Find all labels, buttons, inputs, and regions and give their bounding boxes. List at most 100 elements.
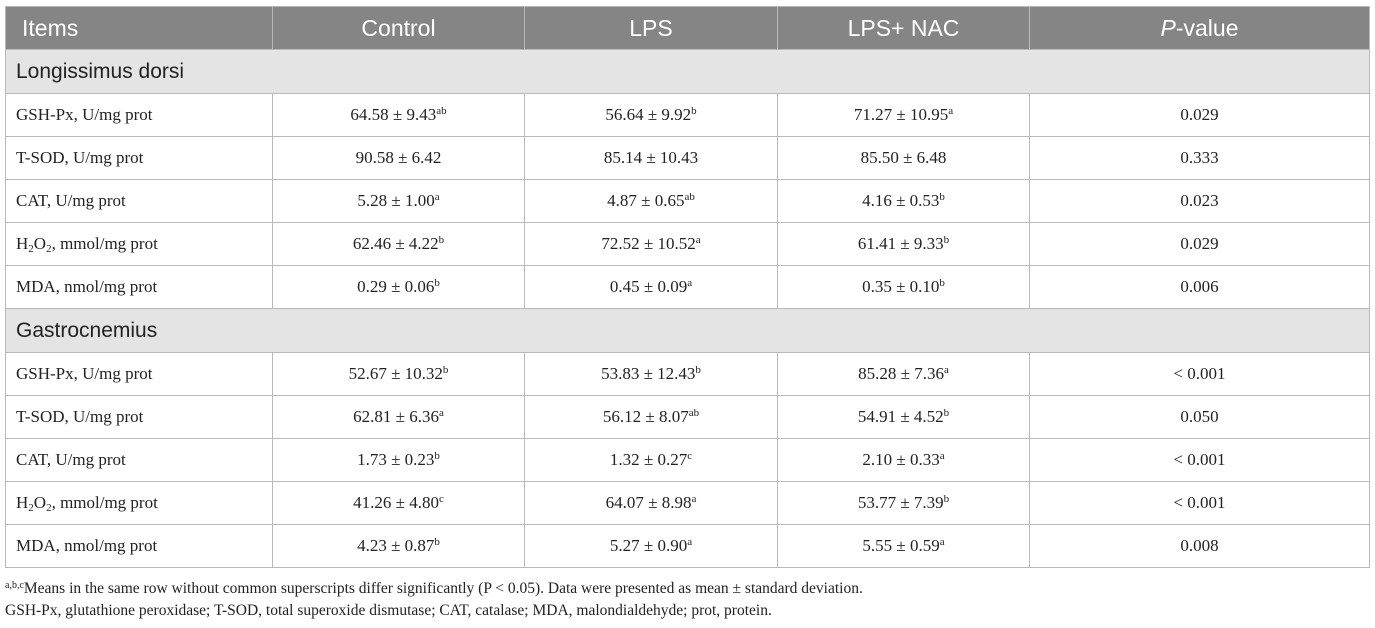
significance-superscript: a bbox=[939, 450, 945, 462]
header-lps: LPS bbox=[524, 6, 778, 50]
item-cell: CAT, U/mg prot bbox=[5, 179, 273, 223]
lps-nac-value-cell: 85.28 ± 7.36a bbox=[777, 352, 1030, 396]
significance-superscript: a bbox=[687, 277, 693, 289]
item-cell: H2O2, mmol/mg prot bbox=[5, 222, 273, 266]
lps-value-cell: 1.32 ± 0.27c bbox=[524, 438, 778, 482]
item-subscript: 2 bbox=[46, 502, 52, 514]
table-row: CAT, U/mg prot 5.28 ± 1.00a 4.87 ± 0.65ab 4… bbox=[5, 179, 1370, 223]
significance-superscript: ab bbox=[684, 191, 695, 203]
lps-value-cell: 85.14 ± 10.43 bbox=[524, 136, 778, 180]
control-value-cell: 64.58 ± 9.43ab bbox=[272, 93, 525, 137]
mean-sd: 54.91 ± 4.52 bbox=[857, 407, 944, 426]
table-row: MDA, nmol/mg prot 4.23 ± 0.87b 5.27 ± 0.90… bbox=[5, 524, 1370, 568]
header-lps-nac: LPS+ NAC bbox=[777, 6, 1030, 50]
significance-superscript: b bbox=[434, 277, 440, 289]
lps-value-cell: 56.12 ± 8.07ab bbox=[524, 395, 778, 439]
item-subscript: 2 bbox=[28, 243, 34, 255]
lps-nac-value-cell: 5.55 ± 0.59a bbox=[777, 524, 1030, 568]
item-text: , mmol/mg prot bbox=[51, 493, 158, 512]
mean-sd: 56.64 ± 9.92 bbox=[605, 105, 692, 124]
mean-sd: 1.32 ± 0.27 bbox=[609, 450, 688, 469]
p-value-cell: 0.029 bbox=[1029, 93, 1370, 137]
mean-sd: 62.81 ± 6.36 bbox=[353, 407, 439, 426]
mean-sd: 0.29 ± 0.06 bbox=[357, 277, 435, 296]
control-value-cell: 62.81 ± 6.36a bbox=[272, 395, 525, 439]
lps-value-cell: 5.27 ± 0.90a bbox=[524, 524, 778, 568]
mean-sd: 72.52 ± 10.52 bbox=[601, 234, 696, 253]
lps-nac-value-cell: 85.50 ± 6.48 bbox=[777, 136, 1030, 180]
mean-sd: 5.55 ± 0.59 bbox=[862, 536, 940, 555]
significance-superscript: a bbox=[695, 234, 701, 246]
antioxidant-table: Items Control LPS LPS+ NAC P-value Longi… bbox=[5, 6, 1370, 568]
table-row: GSH-Px, U/mg prot 64.58 ± 9.43ab 56.64 ± 9… bbox=[5, 93, 1370, 137]
mean-sd: 4.87 ± 0.65 bbox=[607, 191, 685, 210]
item-cell: GSH-Px, U/mg prot bbox=[5, 352, 273, 396]
footnote-2: GSH-Px, glutathione peroxidase; T-SOD, t… bbox=[5, 602, 772, 619]
item-subscript: 2 bbox=[46, 243, 52, 255]
significance-superscript: ab bbox=[436, 105, 447, 117]
mean-sd: 71.27 ± 10.95 bbox=[853, 105, 949, 124]
footnote-1: a,b,cMeans in the same row without commo… bbox=[5, 578, 1369, 600]
mean-sd: 5.28 ± 1.00 bbox=[357, 191, 435, 210]
group-row: Longissimus dorsi bbox=[5, 49, 1370, 94]
control-value-cell: 52.67 ± 10.32b bbox=[272, 352, 525, 396]
significance-superscript: a bbox=[691, 493, 697, 505]
table-row: H2O2, mmol/mg prot 62.46 ± 4.22b 72.52 ± 1… bbox=[5, 222, 1370, 266]
mean-sd: 64.58 ± 9.43 bbox=[350, 105, 437, 124]
footnote-superscripts: a,b,c bbox=[5, 580, 24, 591]
significance-superscript: b bbox=[442, 364, 449, 376]
table-row: T-SOD, U/mg prot 62.81 ± 6.36a 56.12 ± 8.0… bbox=[5, 395, 1370, 439]
control-value-cell: 0.29 ± 0.06b bbox=[272, 265, 525, 309]
p-value-rest: -value bbox=[1175, 14, 1239, 41]
p-value-cell: < 0.001 bbox=[1029, 352, 1370, 396]
significance-superscript: c bbox=[687, 450, 693, 462]
mean-sd: 85.50 ± 6.48 bbox=[860, 148, 947, 167]
mean-sd: 90.58 ± 6.42 bbox=[355, 148, 442, 167]
mean-sd: 61.41 ± 9.33 bbox=[857, 234, 944, 253]
significance-superscript: b bbox=[943, 493, 950, 505]
item-text: O bbox=[33, 234, 47, 253]
lps-nac-value-cell: 4.16 ± 0.53b bbox=[777, 179, 1030, 223]
mean-sd: 52.67 ± 10.32 bbox=[348, 364, 443, 383]
lps-value-cell: 0.45 ± 0.09a bbox=[524, 265, 778, 309]
p-value-cell: < 0.001 bbox=[1029, 438, 1370, 482]
mean-sd: 5.27 ± 0.90 bbox=[609, 536, 688, 555]
header-items: Items bbox=[5, 6, 273, 50]
header-control: Control bbox=[272, 6, 525, 50]
table-row: CAT, U/mg prot 1.73 ± 0.23b 1.32 ± 0.27c 2.… bbox=[5, 438, 1370, 482]
lps-nac-value-cell: 54.91 ± 4.52b bbox=[777, 395, 1030, 439]
significance-superscript: a bbox=[939, 536, 945, 548]
significance-superscript: c bbox=[438, 493, 444, 505]
mean-sd: 1.73 ± 0.23 bbox=[357, 450, 435, 469]
lps-nac-value-cell: 2.10 ± 0.33a bbox=[777, 438, 1030, 482]
mean-sd: 41.26 ± 4.80 bbox=[353, 493, 439, 512]
significance-superscript: ab bbox=[688, 407, 700, 419]
group-row: Gastrocnemius bbox=[5, 308, 1370, 353]
item-text: H bbox=[16, 493, 29, 512]
mean-sd: 2.10 ± 0.33 bbox=[862, 450, 940, 469]
p-value-cell: < 0.001 bbox=[1029, 481, 1370, 525]
p-value-cell: 0.006 bbox=[1029, 265, 1370, 309]
item-text: , mmol/mg prot bbox=[51, 234, 158, 253]
mean-sd: 4.16 ± 0.53 bbox=[862, 191, 940, 210]
header-p-value: P-value bbox=[1029, 6, 1370, 50]
mean-sd: 0.35 ± 0.10 bbox=[862, 277, 940, 296]
footnote-1-text: Means in the same row without common sup… bbox=[23, 580, 863, 597]
lps-value-cell: 4.87 ± 0.65ab bbox=[524, 179, 778, 223]
control-value-cell: 41.26 ± 4.80c bbox=[272, 481, 525, 525]
table-row: H2O2, mmol/mg prot 41.26 ± 4.80c 64.07 ± 8… bbox=[5, 481, 1370, 525]
table-row: MDA, nmol/mg prot 0.29 ± 0.06b 0.45 ± 0.09… bbox=[5, 265, 1370, 309]
p-value-cell: 0.023 bbox=[1029, 179, 1370, 223]
significance-superscript: a bbox=[438, 407, 444, 419]
p-value-cell: 0.050 bbox=[1029, 395, 1370, 439]
control-value-cell: 62.46 ± 4.22b bbox=[272, 222, 525, 266]
mean-sd: 4.23 ± 0.87 bbox=[357, 536, 435, 555]
item-cell: MDA, nmol/mg prot bbox=[5, 265, 273, 309]
mean-sd: 56.12 ± 8.07 bbox=[602, 407, 689, 426]
lps-nac-value-cell: 61.41 ± 9.33b bbox=[777, 222, 1030, 266]
table-row: T-SOD, U/mg prot 90.58 ± 6.42 85.14 ± 10.4… bbox=[5, 136, 1370, 180]
control-value-cell: 90.58 ± 6.42 bbox=[272, 136, 525, 180]
table-row: GSH-Px, U/mg prot 52.67 ± 10.32b 53.83 ± 1… bbox=[5, 352, 1370, 396]
table-header: Items Control LPS LPS+ NAC P-value bbox=[5, 6, 1370, 50]
results-table-container: Items Control LPS LPS+ NAC P-value Longi… bbox=[5, 6, 1370, 568]
